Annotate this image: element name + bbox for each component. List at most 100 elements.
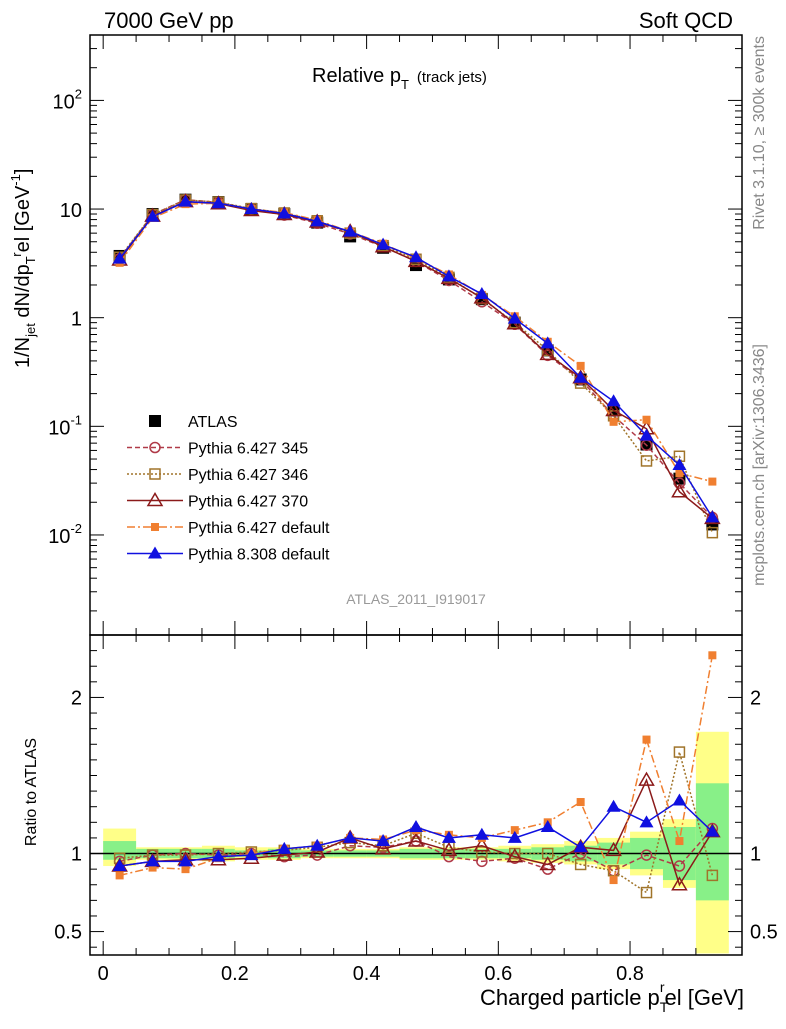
data-point (211, 196, 226, 209)
x-tick-label: 0 (98, 963, 109, 985)
x-tick-label: 0.6 (484, 963, 512, 985)
legend-label: Pythia 8.308 default (188, 547, 330, 564)
ratio-data-point (607, 864, 620, 877)
data-point (708, 477, 717, 486)
rivet-label: Rivet 3.1.10, ≥ 300k events (751, 36, 768, 230)
data-point (310, 214, 325, 227)
data-point (376, 237, 391, 250)
ratio-data-point (275, 846, 293, 861)
data-point (642, 415, 651, 424)
x-axis-label: Charged particle pTrel [GeV] (480, 979, 744, 1015)
ratio-data-point (671, 876, 688, 891)
data-point (706, 526, 719, 539)
ratio-series-p8 (112, 793, 720, 872)
ratio-data-point (376, 834, 391, 847)
uncertainty-band-inner (103, 841, 137, 860)
legend-label: ATLAS (188, 414, 238, 431)
legend-entry-p370: Pythia 6.427 370 (127, 492, 308, 511)
ratio-data-point (473, 837, 491, 852)
ratio-data-point (374, 840, 392, 855)
ratio-data-point (407, 832, 425, 847)
series-p346 (113, 194, 719, 539)
x-tick-label: 0.8 (616, 963, 644, 985)
ratio-data-point (605, 841, 622, 857)
ratio-data-point (178, 854, 193, 867)
ratio-data-point (706, 869, 719, 882)
data-point (343, 224, 358, 237)
data-point (639, 428, 654, 441)
legend-label: Pythia 6.427 345 (188, 441, 308, 458)
y-tick-label: 10-2 (48, 521, 82, 548)
legend-marker (146, 492, 164, 507)
data-point (277, 206, 292, 219)
ratio-data-point (705, 824, 720, 837)
ratio-data-point (576, 798, 585, 807)
data-point (640, 455, 653, 467)
data-point (606, 394, 621, 407)
y-tick-label: 102 (53, 86, 82, 113)
plot-title: Relative pT (track jets) (312, 65, 487, 92)
process-label: Soft QCD (639, 8, 733, 33)
x-tick-label: 0.2 (221, 963, 249, 985)
ratio-data-point (310, 838, 325, 851)
ratio-y-tick-label-right: 0.5 (750, 922, 778, 944)
data-point (178, 194, 193, 207)
data-point (609, 417, 618, 426)
legend-entry-p8: Pythia 8.308 default (127, 546, 330, 564)
ratio-data-point (673, 746, 686, 758)
data-point (705, 510, 720, 523)
main-frame (89, 34, 743, 636)
series-p8 (112, 194, 720, 523)
y-tick-label: 10 (60, 200, 82, 222)
data-point (244, 202, 259, 215)
data-point (474, 287, 489, 300)
ratio-data-point (606, 799, 621, 812)
ratio-data-point (409, 820, 423, 832)
ratio-data-point (640, 886, 653, 899)
ratio-data-point (672, 793, 687, 806)
data-point (540, 336, 555, 349)
legend-marker (149, 441, 161, 454)
y-tick-label: 10-1 (48, 412, 82, 439)
ratio-y-tick-label-right: 1 (750, 844, 761, 866)
ratio-data-point (673, 860, 686, 872)
ratio-data-point (115, 871, 124, 880)
main-panel: 10-2 10-1 1 10 102 (48, 34, 743, 636)
ratio-data-point (181, 865, 190, 874)
ratio-data-point (148, 863, 157, 872)
mcplots-label: mcplots.cern.ch [arXiv:1306.3436] (751, 344, 768, 586)
data-point (112, 251, 127, 264)
ratio-data-point (573, 840, 588, 853)
ratio-data-point (609, 876, 618, 885)
ratio-panel: 0.5 0.5 1 1 2 2 0 0.2 0.4 0.6 0.8 (54, 634, 778, 985)
ratio-y-tick-label: 2 (71, 687, 82, 709)
ratio-data-point (441, 830, 456, 843)
ratio-data-point (540, 820, 555, 832)
data-point (539, 345, 557, 361)
ratio-data-point (244, 848, 259, 861)
data-point (672, 458, 687, 471)
legend-entry-p345: Pythia 6.427 345 (127, 441, 308, 458)
analysis-id: ATLAS_2011_I919017 (346, 591, 486, 607)
ratio-data-point (507, 830, 522, 843)
legend-marker (149, 415, 161, 427)
ratio-data-point (277, 841, 292, 854)
data-point (605, 401, 622, 417)
y-tick-label: 1 (71, 309, 82, 331)
energy-label: 7000 GeV pp (104, 8, 234, 33)
data-point (409, 250, 423, 263)
uncertainty-band-inner (695, 783, 729, 901)
ratio-y-tick-label: 1 (71, 844, 82, 866)
data-point (145, 209, 160, 222)
ratio-y-tick-label-right: 2 (750, 687, 761, 709)
ratio-data-point (639, 815, 654, 828)
ratio-data-point (675, 837, 684, 846)
y-axis-label-main: 1/Njet dN/dpTrel [GeV-1] (8, 169, 38, 368)
ratio-data-point (506, 848, 524, 863)
ratio-data-point (638, 771, 655, 786)
legend-label: Pythia 6.427 346 (188, 467, 308, 484)
title-extra: (track jets) (417, 69, 487, 86)
legend-marker (149, 468, 161, 480)
legend-label: Pythia 6.427 default (188, 520, 330, 537)
